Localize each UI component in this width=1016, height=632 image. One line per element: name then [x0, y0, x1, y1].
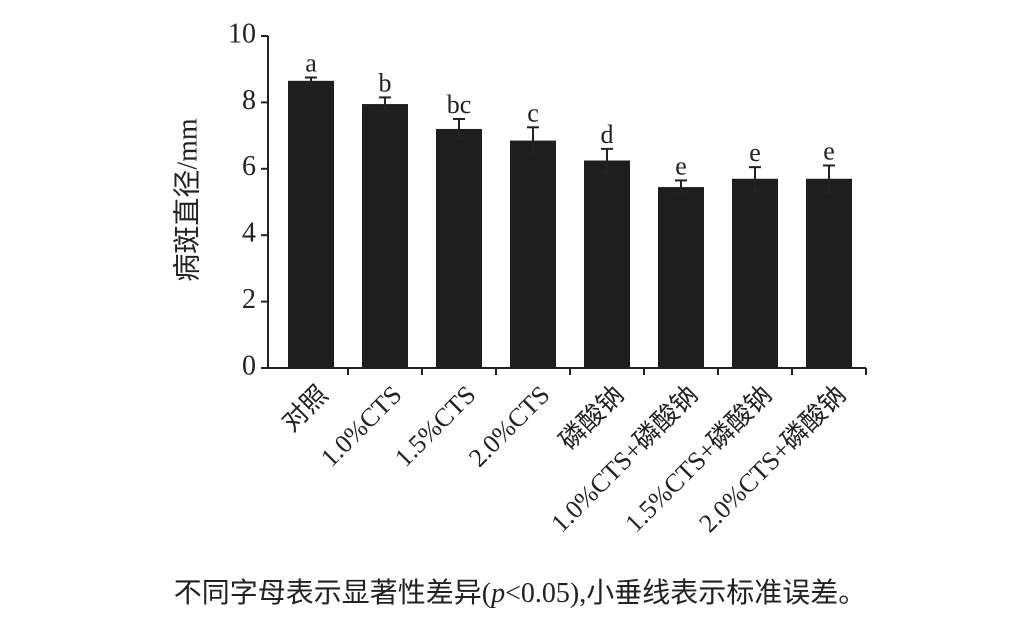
error-bar	[601, 147, 613, 174]
y-axis-label: 病斑直径/mm	[171, 118, 203, 282]
error-bar	[823, 164, 835, 194]
significance-label: e	[675, 151, 687, 180]
bar	[510, 140, 556, 368]
significance-label: d	[601, 120, 614, 149]
y-tick-label: 8	[242, 85, 256, 116]
bar	[584, 160, 630, 368]
y-tick-label: 6	[242, 151, 256, 182]
y-tick-label: 4	[242, 218, 256, 249]
x-tick-label: 1.5%CTS	[389, 380, 482, 473]
caption-part: <0.05),小垂线表示标准误差。	[505, 577, 866, 609]
bar	[436, 128, 482, 368]
significance-label: e	[823, 136, 835, 165]
bar	[806, 178, 852, 368]
bar	[288, 80, 334, 368]
significance-label: a	[305, 49, 317, 78]
significance-label: bc	[447, 90, 472, 119]
significance-label: c	[527, 98, 539, 127]
error-bar	[453, 118, 465, 140]
y-tick-label: 10	[228, 18, 256, 49]
y-tick-label: 0	[242, 350, 256, 381]
significance-label: e	[749, 138, 761, 167]
x-tick-label: 1.0%CTS	[315, 380, 408, 473]
x-tick-label: 2.0%CTS	[463, 380, 556, 473]
x-tick-label: 对照	[276, 380, 333, 437]
error-bar	[305, 76, 317, 86]
bar	[732, 178, 778, 368]
error-bar	[749, 166, 761, 192]
caption-part: p	[489, 578, 505, 609]
bar	[658, 187, 704, 368]
significance-label: b	[379, 68, 392, 97]
caption: 不同字母表示显著性差异(p<0.05),小垂线表示标准误差。	[174, 577, 866, 609]
error-bar	[675, 179, 687, 195]
caption-part: 不同字母表示显著性差异(	[174, 577, 491, 609]
error-bar	[527, 126, 539, 155]
error-bar	[379, 96, 391, 112]
bar	[362, 104, 408, 368]
y-tick-label: 2	[242, 284, 256, 315]
